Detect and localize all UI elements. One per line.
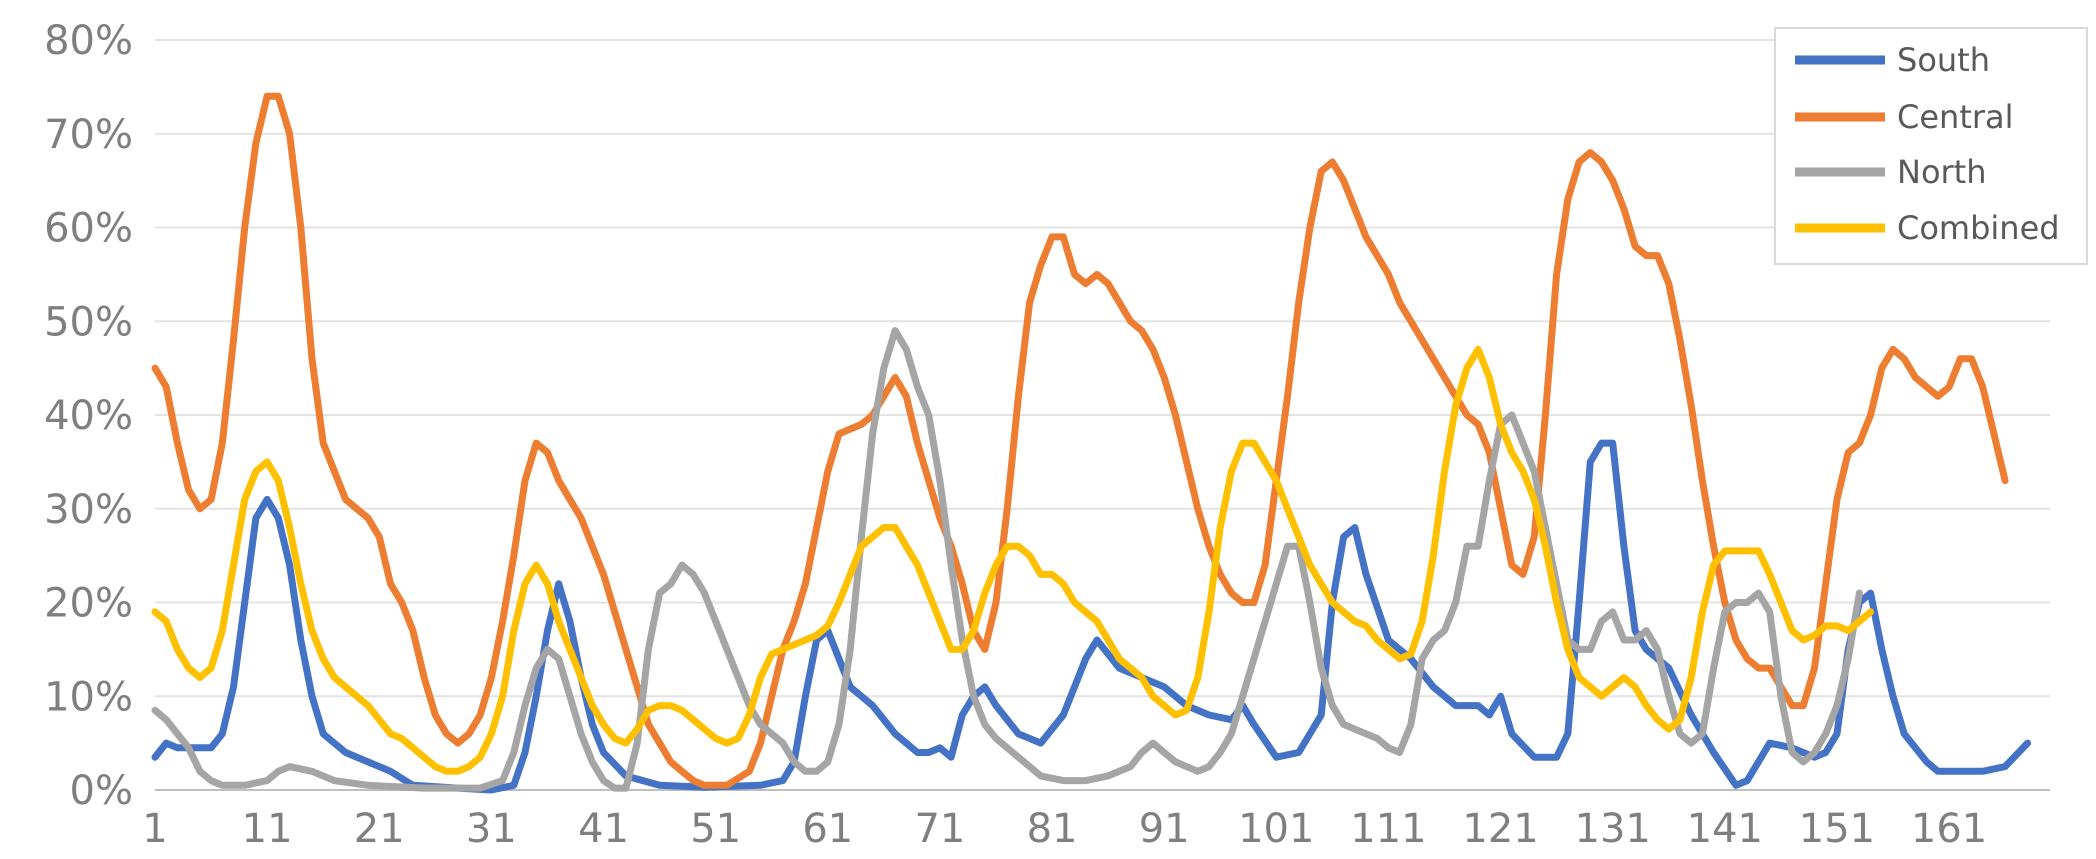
legend-entry-north: North: [1795, 153, 1987, 191]
series-line-combined: [151, 345, 1875, 775]
y-tick-label: 20%: [44, 581, 133, 627]
x-tick-label: 81: [1027, 806, 1078, 852]
x-tick-label: 121: [1462, 806, 1538, 852]
legend: South Central North Combined: [1774, 27, 2088, 265]
y-tick-label: 80%: [44, 18, 133, 64]
x-tick-label: 21: [354, 806, 405, 852]
y-tick-label: 50%: [44, 299, 133, 345]
x-tick-label: 151: [1799, 806, 1875, 852]
x-tick-label: 141: [1687, 806, 1763, 852]
x-tick-label: 161: [1911, 806, 1987, 852]
legend-label-central: Central: [1897, 98, 2014, 136]
legend-label-north: North: [1897, 153, 1987, 191]
x-tick-label: 131: [1575, 806, 1651, 852]
y-tick-label: 10%: [44, 674, 133, 720]
x-tick-label: 61: [802, 806, 853, 852]
x-tick-label: 111: [1350, 806, 1426, 852]
series-lines: [151, 92, 2032, 794]
y-tick-label: 40%: [44, 393, 133, 439]
y-axis-tick-labels: 0% 10% 20% 30% 40% 50% 60% 70% 80%: [44, 18, 133, 814]
y-tick-label: 70%: [44, 112, 133, 158]
legend-label-south: South: [1897, 41, 1990, 79]
x-tick-label: 51: [690, 806, 741, 852]
y-tick-label: 60%: [44, 206, 133, 252]
y-tick-label: 30%: [44, 487, 133, 533]
x-tick-label: 41: [578, 806, 629, 852]
y-tick-label: 0%: [70, 768, 133, 814]
series-line-north: [151, 327, 1863, 792]
gridlines: [155, 39, 2050, 791]
x-axis-tick-labels: 1 11 21 31 41 51 61 71 81 91 101 111 121 131 141 151 161: [142, 806, 1987, 852]
x-tick-label: 1: [142, 806, 167, 852]
x-tick-label: 71: [914, 806, 965, 852]
x-tick-label: 31: [466, 806, 517, 852]
series-line-central: [151, 92, 2009, 789]
legend-label-combined: Combined: [1897, 209, 2060, 247]
x-tick-label: 101: [1238, 806, 1314, 852]
legend-entry-combined: Combined: [1795, 209, 2060, 247]
legend-entry-south: South: [1795, 41, 1990, 79]
legend-entry-central: Central: [1795, 98, 2014, 136]
x-tick-label: 11: [242, 806, 293, 852]
x-tick-label: 91: [1139, 806, 1190, 852]
